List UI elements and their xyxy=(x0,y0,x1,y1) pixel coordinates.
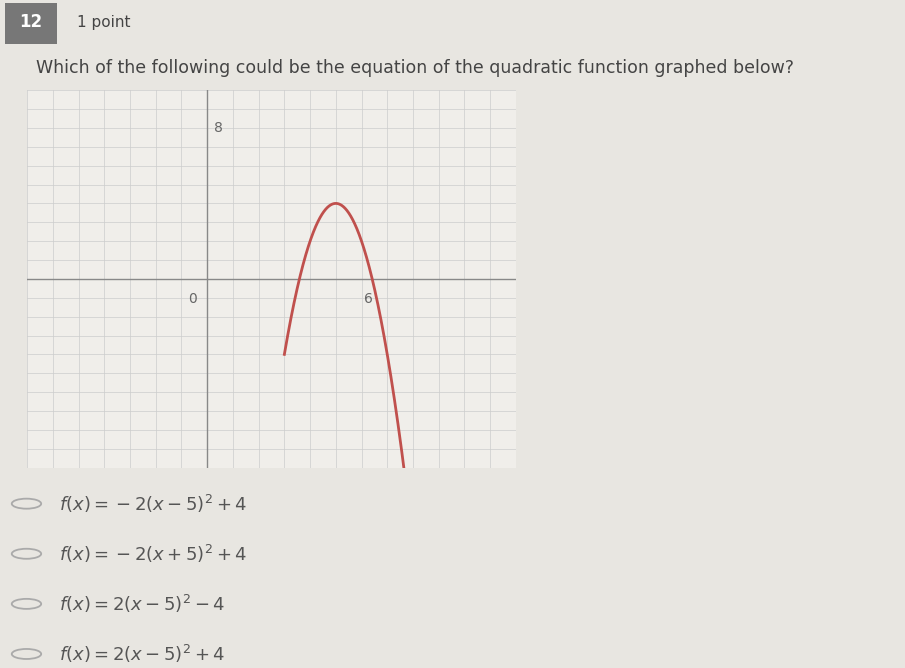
Text: 0: 0 xyxy=(188,292,197,306)
Text: $f(x) = -2(x - 5)^2 + 4$: $f(x) = -2(x - 5)^2 + 4$ xyxy=(59,492,247,515)
Text: 8: 8 xyxy=(214,121,223,135)
Text: Which of the following could be the equation of the quadratic function graphed b: Which of the following could be the equa… xyxy=(36,59,795,77)
Text: 6: 6 xyxy=(364,292,373,306)
FancyBboxPatch shape xyxy=(5,3,57,44)
Text: $f(x) = -2(x + 5)^2 + 4$: $f(x) = -2(x + 5)^2 + 4$ xyxy=(59,542,247,565)
Text: 12: 12 xyxy=(19,13,43,31)
Text: $f(x) = 2(x - 5)^2 + 4$: $f(x) = 2(x - 5)^2 + 4$ xyxy=(59,643,224,665)
Text: 1 point: 1 point xyxy=(77,15,130,30)
Text: $f(x) = 2(x - 5)^2 - 4$: $f(x) = 2(x - 5)^2 - 4$ xyxy=(59,593,224,615)
